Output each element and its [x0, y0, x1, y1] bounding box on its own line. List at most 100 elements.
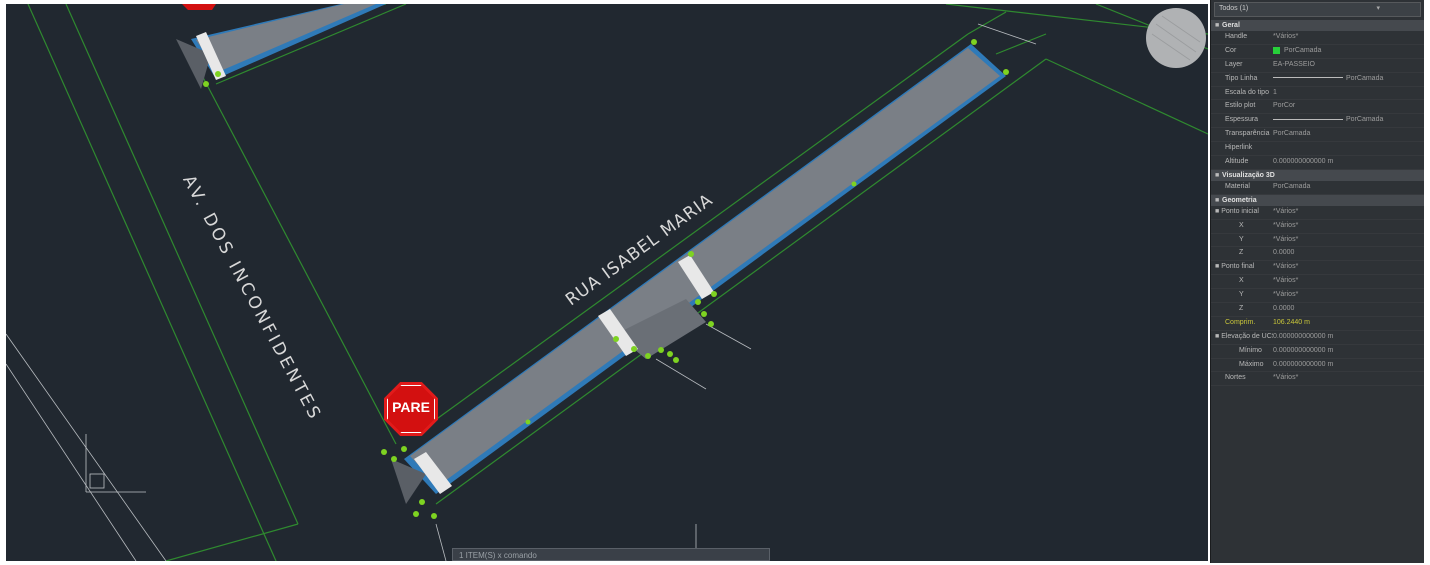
- property-value[interactable]: *Vários*: [1273, 275, 1424, 288]
- property-key-label: Cor: [1225, 46, 1237, 54]
- property-row[interactable]: Z 0.0000: [1211, 247, 1424, 262]
- property-value[interactable]: *Vários*: [1273, 206, 1424, 219]
- reference-line: [655, 358, 707, 390]
- stop-sign[interactable]: PARE: [384, 382, 438, 436]
- property-row[interactable]: Transparência PorCamada: [1211, 128, 1424, 143]
- property-row[interactable]: X *Vários*: [1211, 275, 1424, 290]
- property-key-label: Transparência: [1225, 130, 1270, 138]
- property-value[interactable]: [1273, 142, 1424, 155]
- property-value[interactable]: 0.000000000000 m: [1273, 331, 1424, 344]
- property-value-text: 0.000000000000 m: [1273, 332, 1334, 340]
- property-key: Hiperlink: [1211, 142, 1273, 155]
- property-key-label: Comprim.: [1225, 318, 1256, 326]
- property-value[interactable]: PorCamada: [1273, 181, 1424, 194]
- section-header[interactable]: ■ Geral: [1211, 20, 1424, 31]
- command-line-input[interactable]: 1 ITEM(S) x comando: [452, 548, 770, 561]
- property-value[interactable]: PorCamada: [1273, 45, 1424, 58]
- property-row[interactable]: Máximo 0.000000000000 m: [1211, 359, 1424, 373]
- property-key-label: Hiperlink: [1225, 144, 1253, 152]
- property-value-text: PorCamada: [1273, 182, 1311, 190]
- property-value[interactable]: 0.000000000000 m: [1273, 156, 1424, 169]
- expand-icon[interactable]: ■: [1215, 332, 1222, 340]
- property-value-text: *Vários*: [1273, 291, 1299, 299]
- selection-dropdown-value: Todos (1): [1219, 5, 1249, 12]
- selection-grips[interactable]: [203, 39, 1009, 519]
- property-value-text: 0.000000000000 m: [1273, 158, 1334, 166]
- property-value[interactable]: *Vários*: [1273, 372, 1424, 385]
- property-value[interactable]: 0.0000: [1273, 247, 1424, 260]
- property-key-label: Estilo plot: [1225, 102, 1256, 110]
- property-row[interactable]: ■ Ponto final *Vários*: [1211, 261, 1424, 276]
- selection-dropdown[interactable]: Todos (1) ▾: [1214, 2, 1421, 17]
- property-value-text: 0.000000000000 m: [1273, 360, 1334, 368]
- property-row[interactable]: Mínimo 0.000000000000 m: [1211, 345, 1424, 359]
- collapse-icon[interactable]: ■: [1215, 22, 1220, 29]
- property-row[interactable]: Tipo Linha PorCamada: [1211, 73, 1424, 87]
- property-row[interactable]: Nortes *Vários*: [1211, 372, 1424, 387]
- property-value-text: EA-PASSEIO: [1273, 60, 1315, 68]
- property-row[interactable]: Hiperlink: [1211, 142, 1424, 157]
- boundary-line: [435, 58, 1047, 505]
- property-key: Tipo Linha: [1211, 73, 1273, 86]
- property-value-text: 1: [1273, 88, 1277, 96]
- property-value-text: PorCor: [1273, 102, 1296, 110]
- property-key: Altitude: [1211, 156, 1273, 169]
- property-value[interactable]: *Vários*: [1273, 289, 1424, 302]
- property-key-label: Ponto final: [1221, 263, 1255, 271]
- property-row[interactable]: Material PorCamada: [1211, 181, 1424, 195]
- property-key-label: Z: [1239, 249, 1244, 257]
- property-value[interactable]: *Vários*: [1273, 220, 1424, 233]
- boundary-line: [967, 11, 1007, 35]
- collapse-icon[interactable]: ■: [1215, 171, 1220, 179]
- property-value[interactable]: *Vários*: [1273, 261, 1424, 274]
- expand-icon[interactable]: ■: [1215, 263, 1222, 271]
- property-value-text: 106.2440 m: [1273, 318, 1310, 326]
- property-value[interactable]: PorCamada: [1273, 73, 1424, 86]
- property-value[interactable]: PorCamada: [1273, 114, 1424, 127]
- property-row[interactable]: Z 0.0000: [1211, 303, 1424, 317]
- drawing-canvas[interactable]: RUA ISABEL MARIA AV. DOS INCONFIDENTES P…: [6, 4, 1208, 561]
- property-row[interactable]: ■ Elevação de UCS 0.000000000000 m: [1211, 331, 1424, 345]
- property-value[interactable]: 106.2440 m: [1273, 317, 1424, 330]
- property-key-label: Escala do tipo: [1225, 88, 1269, 96]
- property-value[interactable]: PorCamada: [1273, 128, 1424, 141]
- property-key: Z: [1211, 303, 1273, 316]
- property-value[interactable]: 0.000000000000 m: [1273, 359, 1424, 372]
- property-value[interactable]: EA-PASSEIO: [1273, 59, 1424, 72]
- property-row[interactable]: Estilo plot PorCor: [1211, 100, 1424, 115]
- property-row[interactable]: Y *Vários*: [1211, 289, 1424, 304]
- property-row[interactable]: Espessura PorCamada: [1211, 114, 1424, 129]
- property-key-label: Máximo: [1239, 360, 1264, 368]
- property-row[interactable]: Handle *Vários*: [1211, 31, 1424, 45]
- property-key-label: Material: [1225, 182, 1250, 190]
- boundary-line: [27, 4, 277, 561]
- property-value-text: *Vários*: [1273, 221, 1299, 229]
- property-value-text: PorCamada: [1284, 46, 1322, 54]
- property-row[interactable]: Layer EA-PASSEIO: [1211, 59, 1424, 73]
- property-value-text: PorCamada: [1346, 74, 1384, 82]
- chevron-down-icon: ▾: [1376, 5, 1380, 12]
- property-value[interactable]: 0.0000: [1273, 303, 1424, 316]
- section-header[interactable]: ■ Geometria: [1211, 194, 1424, 206]
- property-row[interactable]: Altitude 0.000000000000 m: [1211, 156, 1424, 170]
- road-upper-left[interactable]: [176, 4, 386, 89]
- expand-icon[interactable]: ■: [1215, 207, 1222, 215]
- property-row[interactable]: Y *Vários*: [1211, 234, 1424, 248]
- property-value[interactable]: *Vários*: [1273, 31, 1424, 44]
- property-row[interactable]: Comprim. 106.2440 m: [1211, 317, 1424, 331]
- property-value[interactable]: 0.000000000000 m: [1273, 345, 1424, 358]
- property-key-label: Handle: [1225, 33, 1248, 40]
- property-value[interactable]: PorCor: [1273, 100, 1424, 113]
- section-header[interactable]: ■ Visualização 3D: [1211, 169, 1424, 181]
- property-row[interactable]: Escala do tipo 1: [1211, 87, 1424, 101]
- road-rua-isabel-maria[interactable]: [391, 44, 1006, 504]
- property-key: Material: [1211, 181, 1273, 194]
- property-row[interactable]: X *Vários*: [1211, 220, 1424, 234]
- property-row[interactable]: Cor PorCamada: [1211, 45, 1424, 59]
- property-value[interactable]: *Vários*: [1273, 234, 1424, 247]
- property-value[interactable]: 1: [1273, 87, 1424, 100]
- property-row[interactable]: ■ Ponto inicial *Vários*: [1211, 206, 1424, 220]
- drawing-geometry[interactable]: [6, 4, 1208, 561]
- boundary-line: [195, 63, 397, 445]
- collapse-icon[interactable]: ■: [1215, 196, 1220, 204]
